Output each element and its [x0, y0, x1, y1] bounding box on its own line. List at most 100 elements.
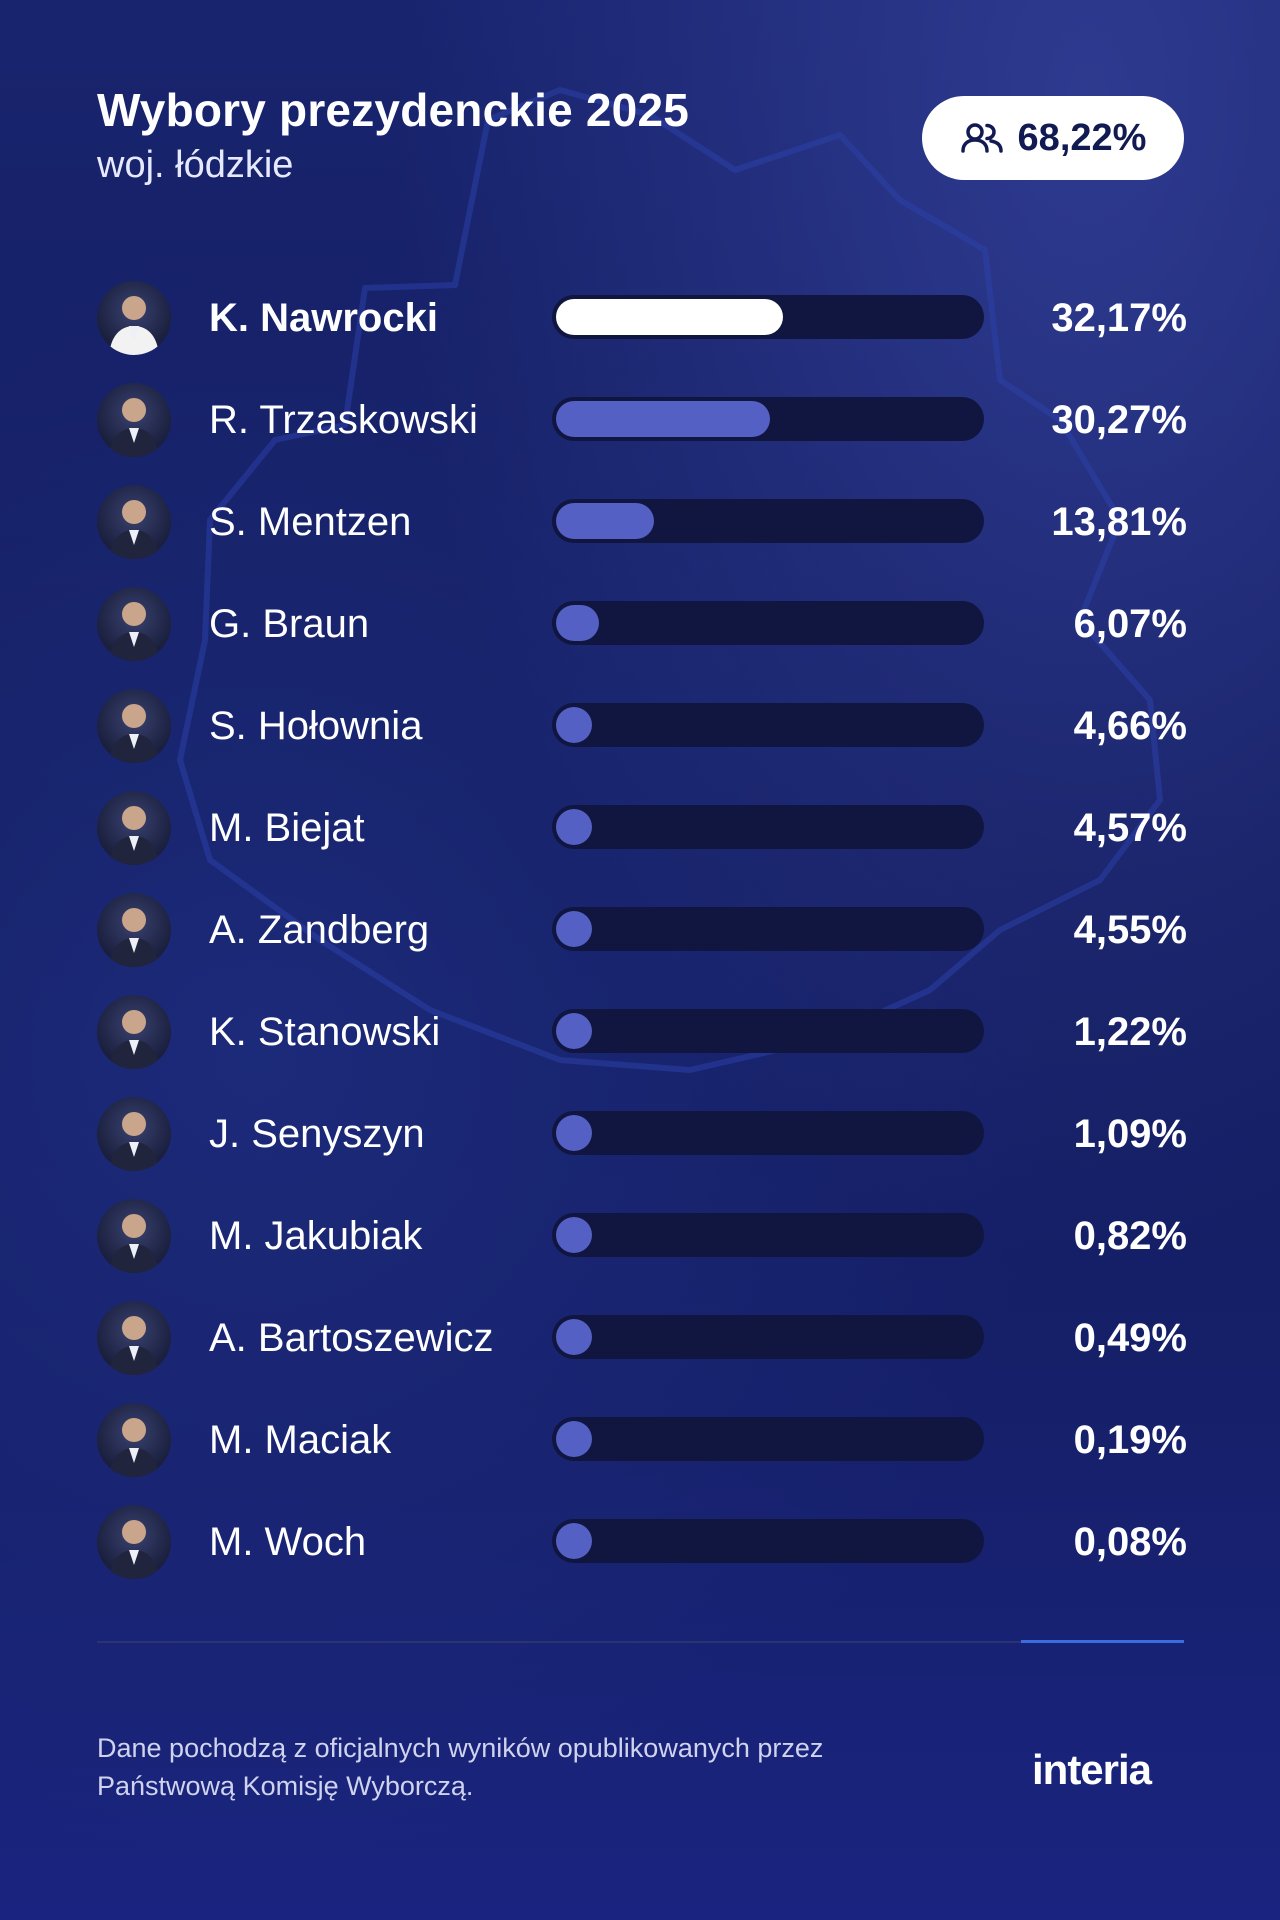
candidate-avatar — [97, 383, 171, 457]
candidate-avatar — [97, 1199, 171, 1273]
data-label: 4,55% — [1073, 908, 1187, 952]
person-icon — [109, 1418, 159, 1477]
source-note: Dane pochodzą z oficjalnych wyników opub… — [97, 1733, 824, 1801]
person-icon — [109, 806, 159, 865]
bar — [556, 299, 784, 335]
candidate-row: J. Senyszyn 1,09% — [97, 1091, 1187, 1193]
divider — [97, 1641, 1184, 1643]
bar-track — [552, 907, 984, 951]
person-icon — [109, 602, 159, 661]
candidate-name: M. Maciak — [209, 1418, 392, 1462]
candidate-avatar — [97, 791, 171, 865]
bar — [556, 1421, 592, 1457]
candidate-name: G. Braun — [209, 602, 370, 646]
candidate-avatar — [97, 485, 171, 559]
person-icon — [109, 296, 159, 355]
results-chart: K. Nawrocki 32,17% R. Trzaskowski 30,27% S. … — [97, 275, 1187, 1601]
bar — [556, 911, 592, 947]
data-label: 6,07% — [1073, 602, 1187, 646]
bar-track — [552, 1315, 984, 1359]
bar — [556, 1013, 592, 1049]
person-icon — [109, 1214, 159, 1273]
bar-track — [552, 1111, 984, 1155]
candidate-avatar — [97, 1505, 171, 1579]
data-label: 30,27% — [1051, 398, 1187, 442]
bar — [556, 401, 770, 437]
data-label: 1,22% — [1073, 1010, 1187, 1054]
divider-accent — [1021, 1640, 1184, 1643]
candidate-name: J. Senyszyn — [209, 1112, 425, 1156]
bar — [556, 1115, 592, 1151]
turnout-value: 68,22% — [1017, 116, 1147, 159]
candidate-avatar — [97, 689, 171, 763]
person-icon — [109, 500, 159, 559]
data-label: 4,66% — [1073, 704, 1187, 748]
candidate-name: A. Bartoszewicz — [209, 1316, 494, 1360]
candidate-row: M. Jakubiak 0,82% — [97, 1193, 1187, 1295]
page-title: Wybory prezydenckie 2025 — [97, 84, 690, 136]
candidate-name: M. Jakubiak — [209, 1214, 423, 1258]
person-icon — [109, 398, 159, 457]
candidate-name: K. Stanowski — [209, 1010, 441, 1054]
bar-track — [552, 397, 984, 441]
data-label: 0,82% — [1073, 1214, 1187, 1258]
bar-track — [552, 295, 984, 339]
bar — [556, 605, 599, 641]
bar — [556, 1523, 592, 1559]
candidate-avatar — [97, 1403, 171, 1477]
bar — [556, 1217, 592, 1253]
candidate-row: S. Mentzen 13,81% — [97, 479, 1187, 581]
bar-track — [552, 1519, 984, 1563]
person-icon — [109, 1316, 159, 1375]
candidate-name: R. Trzaskowski — [209, 398, 478, 442]
person-icon — [109, 704, 159, 763]
candidate-row: M. Maciak 0,19% — [97, 1397, 1187, 1499]
data-label: 4,57% — [1073, 806, 1187, 850]
candidate-name: A. Zandberg — [209, 908, 430, 952]
candidate-avatar — [97, 995, 171, 1069]
candidate-name: S. Hołownia — [209, 704, 423, 748]
bar-track — [552, 601, 984, 645]
candidate-avatar — [97, 893, 171, 967]
candidate-row: G. Braun 6,07% — [97, 581, 1187, 683]
bar-track — [552, 805, 984, 849]
bar — [556, 503, 654, 539]
candidate-row: M. Woch 0,08% — [97, 1499, 1187, 1601]
data-label: 0,08% — [1073, 1520, 1187, 1564]
bar-track — [552, 499, 984, 543]
person-icon — [109, 908, 159, 967]
bar-track — [552, 703, 984, 747]
candidate-row: A. Zandberg 4,55% — [97, 887, 1187, 989]
bar — [556, 1319, 592, 1355]
candidate-avatar — [97, 281, 171, 355]
data-label: 13,81% — [1051, 500, 1187, 544]
candidate-avatar — [97, 1097, 171, 1171]
candidate-row: K. Nawrocki 32,17% — [97, 275, 1187, 377]
person-icon — [109, 1010, 159, 1069]
candidate-row: K. Stanowski 1,22% — [97, 989, 1187, 1091]
data-label: 0,49% — [1073, 1316, 1187, 1360]
bar-track — [552, 1417, 984, 1461]
candidate-row: S. Hołownia 4,66% — [97, 683, 1187, 785]
candidate-name: M. Biejat — [209, 806, 365, 850]
bar — [556, 707, 592, 743]
candidate-row: R. Trzaskowski 30,27% — [97, 377, 1187, 479]
candidate-row: A. Bartoszewicz 0,49% — [97, 1295, 1187, 1397]
bar — [556, 809, 592, 845]
header: Wybory prezydenckie 2025 woj. łódzkie — [97, 82, 689, 187]
person-icon — [109, 1520, 159, 1579]
candidate-avatar — [97, 1301, 171, 1375]
bar-track — [552, 1213, 984, 1257]
candidate-name: K. Nawrocki — [209, 296, 438, 340]
region-subtitle: woj. łódzkie — [97, 144, 294, 186]
candidate-name: M. Woch — [209, 1520, 367, 1564]
candidate-row: M. Biejat 4,57% — [97, 785, 1187, 887]
person-icon — [109, 1112, 159, 1171]
candidate-avatar — [97, 587, 171, 661]
data-label: 32,17% — [1051, 296, 1187, 340]
candidate-name: S. Mentzen — [209, 500, 412, 544]
interia-logo: interia — [1032, 1746, 1152, 1793]
turnout-badge: 68,22% — [922, 96, 1184, 180]
bar-track — [552, 1009, 984, 1053]
people-icon — [960, 123, 1003, 153]
